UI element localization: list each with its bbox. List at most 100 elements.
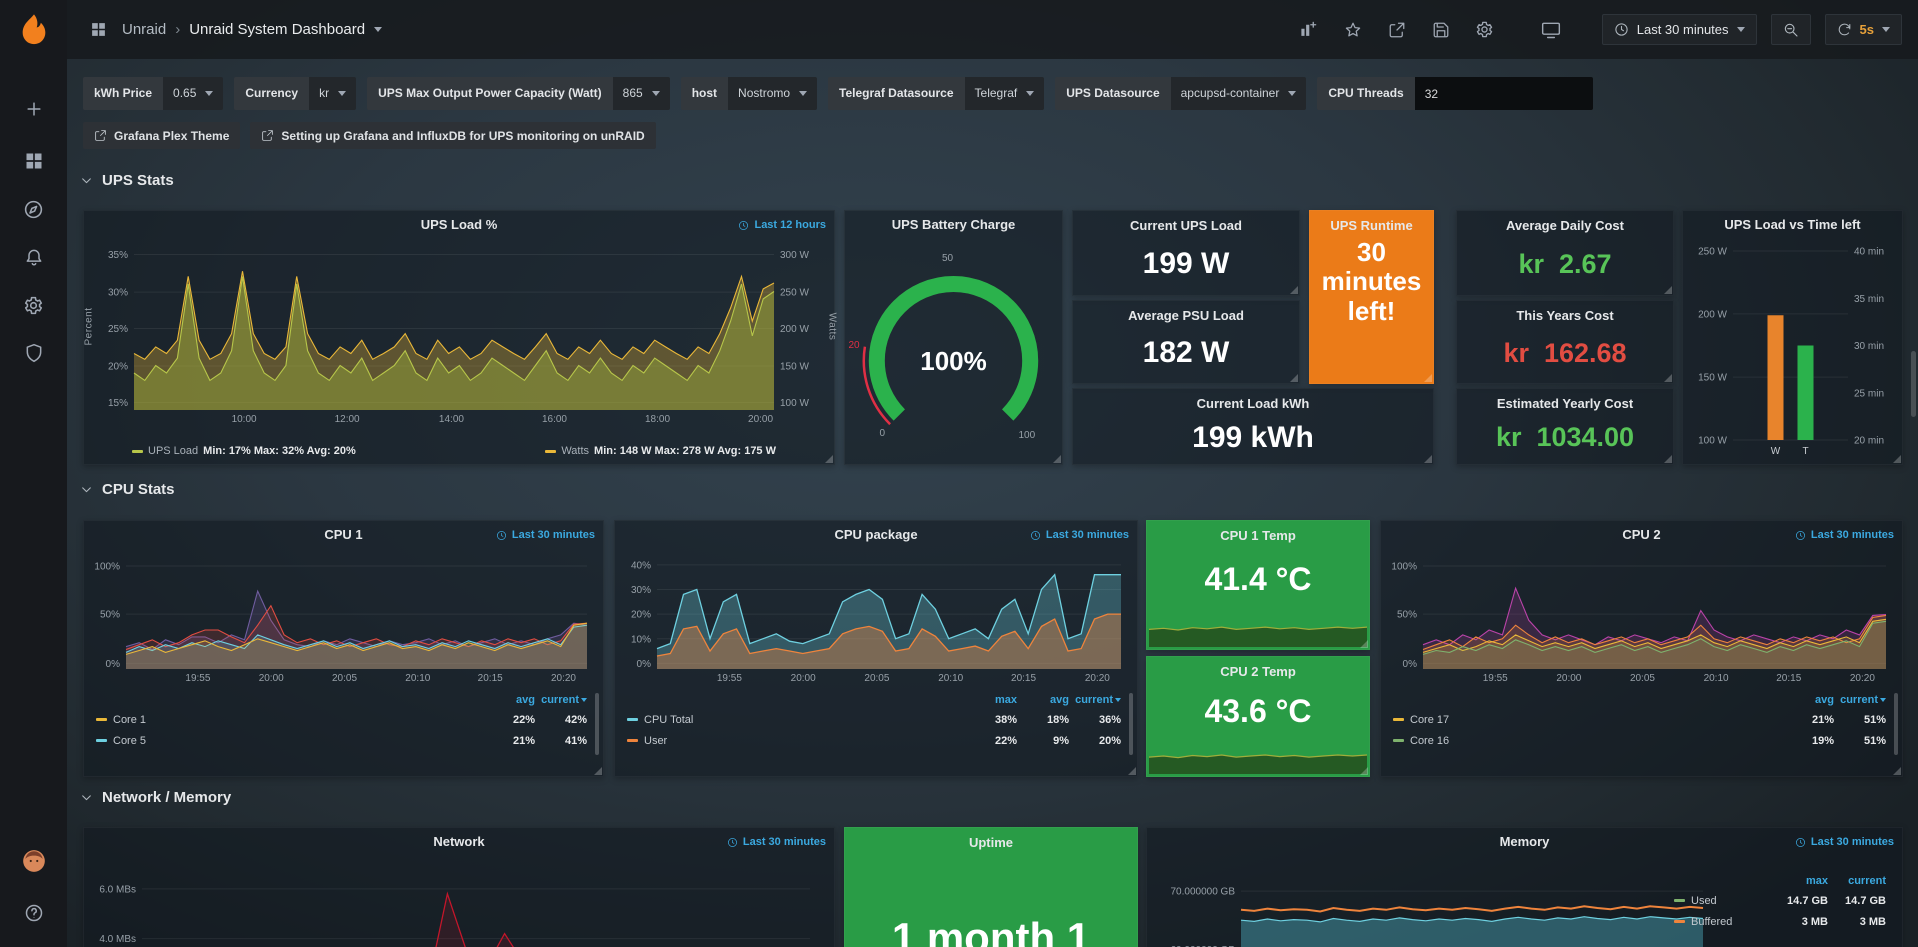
panel-title[interactable]: CPU 1 — [324, 527, 363, 542]
variable-ups-datasource[interactable]: UPS Datasource apcupsd-container — [1055, 77, 1307, 110]
panel-resize-handle[interactable] — [1424, 374, 1432, 382]
cpu-threads-input[interactable] — [1414, 77, 1593, 110]
legend-scrollbar[interactable] — [595, 693, 599, 755]
panel-title[interactable]: Average Daily Cost — [1505, 218, 1624, 233]
panel-title[interactable]: This Years Cost — [1516, 308, 1614, 323]
panel-title[interactable]: CPU package — [834, 527, 918, 542]
panel-title[interactable]: CPU 2 — [1622, 527, 1661, 542]
dashboard-settings-gear-icon[interactable] — [1470, 15, 1500, 45]
panel-resize-handle[interactable] — [1128, 767, 1136, 775]
dashboard-link-ups-guide[interactable]: Setting up Grafana and InfluxDB for UPS … — [250, 122, 656, 149]
variable-kwh-price[interactable]: kWh Price 0.65 — [83, 77, 224, 110]
load-vs-time-bar-chart[interactable]: 100 W 150 W 200 W 250 W 20 min 25 min 30 min 35… — [1685, 241, 1900, 458]
user-avatar[interactable] — [14, 841, 54, 881]
dashboard-link-plex-theme[interactable]: Grafana Plex Theme — [83, 122, 241, 149]
panel-title[interactable]: Uptime — [968, 835, 1014, 850]
variable-telegraf-datasource[interactable]: Telegraf Datasource Telegraf — [828, 77, 1045, 110]
panel-resize-handle[interactable] — [594, 767, 602, 775]
alerting-bell-icon[interactable] — [14, 237, 54, 277]
section-cpu-stats[interactable]: CPU Stats — [80, 481, 175, 498]
panel-resize-handle[interactable] — [1893, 455, 1901, 463]
panel-title[interactable]: CPU 1 Temp — [1220, 528, 1296, 543]
legend-item[interactable]: Core 17 — [1393, 714, 1782, 726]
panel-resize-handle[interactable] — [1664, 374, 1672, 382]
panel-title[interactable]: Current UPS Load — [1130, 218, 1242, 233]
time-range-picker[interactable]: Last 30 minutes — [1601, 14, 1757, 45]
legend-col-current[interactable]: current — [535, 694, 587, 706]
chevron-down-icon[interactable] — [374, 27, 383, 32]
configuration-gear-icon[interactable] — [14, 285, 54, 325]
breadcrumb-folder[interactable]: Unraid — [122, 21, 167, 38]
panel-resize-handle[interactable] — [1664, 286, 1672, 294]
svg-text:20:20: 20:20 — [1085, 673, 1110, 684]
legend-col-avg[interactable]: avg — [1050, 694, 1069, 706]
cpu2-chart[interactable]: 0% 50% 100% 19:55 20:00 20:05 20:10 20:15 20:20 — [1387, 551, 1896, 685]
panel-title[interactable]: Estimated Yearly Cost — [1496, 396, 1634, 411]
panel-resize-handle[interactable] — [1893, 767, 1901, 775]
cycle-view-tv-icon[interactable] — [1536, 15, 1566, 45]
legend-col-avg[interactable]: avg — [516, 694, 535, 706]
save-button[interactable] — [1426, 15, 1456, 45]
panel-resize-handle[interactable] — [1664, 455, 1672, 463]
legend-item[interactable]: Used — [1674, 895, 1770, 907]
panel-title[interactable]: Network — [433, 834, 485, 849]
legend-item[interactable]: Core 16 — [1393, 735, 1782, 747]
legend-scrollbar[interactable] — [1894, 693, 1898, 755]
legend-item[interactable]: CPU Total — [627, 714, 965, 726]
help-icon[interactable] — [14, 893, 54, 933]
explore-compass-icon[interactable] — [14, 189, 54, 229]
legend-item[interactable]: Buffered — [1674, 916, 1770, 928]
ups-load-chart[interactable]: 15% 100 W 20% 150 W 25% 200 W 30% 250 W 35% 300 W… — [98, 239, 820, 426]
panel-title[interactable]: UPS Load vs Time left — [1724, 217, 1861, 232]
legend-col-current[interactable]: current — [1834, 694, 1886, 706]
breadcrumb-dashboard-title[interactable]: Unraid System Dashboard — [189, 21, 366, 38]
panel-title[interactable]: CPU 2 Temp — [1220, 664, 1296, 679]
legend-item[interactable]: Watts Min: 148 W Max: 278 W Avg: 175 W — [545, 445, 776, 457]
variable-host[interactable]: host Nostromo — [680, 77, 818, 110]
grafana-logo-icon[interactable] — [17, 13, 51, 47]
refresh-picker[interactable]: 5s — [1824, 14, 1902, 45]
legend-col-max[interactable]: max — [1805, 875, 1828, 887]
legend-item[interactable]: Core 5 — [96, 735, 483, 747]
panel-resize-handle[interactable] — [1053, 455, 1061, 463]
section-network-memory[interactable]: Network / Memory — [80, 789, 231, 806]
share-button[interactable] — [1382, 15, 1412, 45]
panel-resize-handle[interactable] — [1360, 767, 1368, 775]
battery-gauge[interactable]: 0 50 100 20 100% — [847, 237, 1060, 458]
add-icon[interactable] — [14, 89, 54, 129]
variable-currency[interactable]: Currency kr — [234, 77, 357, 110]
panel-title[interactable]: Memory — [1499, 834, 1550, 849]
panel-title[interactable]: UPS Battery Charge — [891, 217, 1016, 232]
legend-col-avg[interactable]: avg — [1815, 694, 1834, 706]
legend-item[interactable]: User — [627, 735, 965, 747]
panel-title[interactable]: Current Load kWh — [1196, 396, 1310, 411]
dashboard-grid-icon[interactable] — [83, 15, 113, 45]
section-ups-stats[interactable]: UPS Stats — [80, 172, 174, 189]
panel-title[interactable]: Average PSU Load — [1128, 308, 1244, 323]
dashboards-icon[interactable] — [14, 141, 54, 181]
panel-resize-handle[interactable] — [1424, 455, 1432, 463]
legend-col-current[interactable]: current — [1069, 694, 1121, 706]
add-panel-button[interactable] — [1294, 15, 1324, 45]
panel-resize-handle[interactable] — [1290, 286, 1298, 294]
admin-shield-icon[interactable] — [14, 333, 54, 373]
variable-ups-max-output[interactable]: UPS Max Output Power Capacity (Watt) 865 — [367, 77, 670, 110]
legend-scrollbar[interactable] — [1129, 693, 1133, 755]
cpu1-chart[interactable]: 0% 50% 100% 19:55 20:00 20:05 20:10 20:15 20:20 — [90, 551, 597, 685]
legend-item[interactable]: UPS Load Min: 17% Max: 32% Avg: 20% — [132, 445, 356, 457]
panel-resize-handle[interactable] — [1290, 374, 1298, 382]
legend-col-max[interactable]: max — [994, 694, 1017, 706]
panel-title[interactable]: UPS Runtime — [1330, 218, 1413, 233]
memory-chart[interactable]: 50.000000 GB60.000000 GB70.000000 GB — [1151, 862, 1711, 947]
cpu-package-chart[interactable]: 0% 10% 20% 30% 40% 19:55 20:00 20:05 20:10 20:15 2… — [621, 551, 1131, 685]
panel-resize-handle[interactable] — [825, 455, 833, 463]
star-button[interactable] — [1338, 15, 1368, 45]
panel-title[interactable]: UPS Load % — [420, 217, 498, 232]
panel-resize-handle[interactable] — [1360, 640, 1368, 648]
page-scrollbar[interactable] — [1909, 59, 1918, 947]
legend-col-current[interactable]: current — [1848, 875, 1886, 887]
zoom-out-button[interactable] — [1770, 14, 1811, 45]
scrollbar-thumb[interactable] — [1911, 351, 1916, 417]
legend-item[interactable]: Core 1 — [96, 714, 483, 726]
